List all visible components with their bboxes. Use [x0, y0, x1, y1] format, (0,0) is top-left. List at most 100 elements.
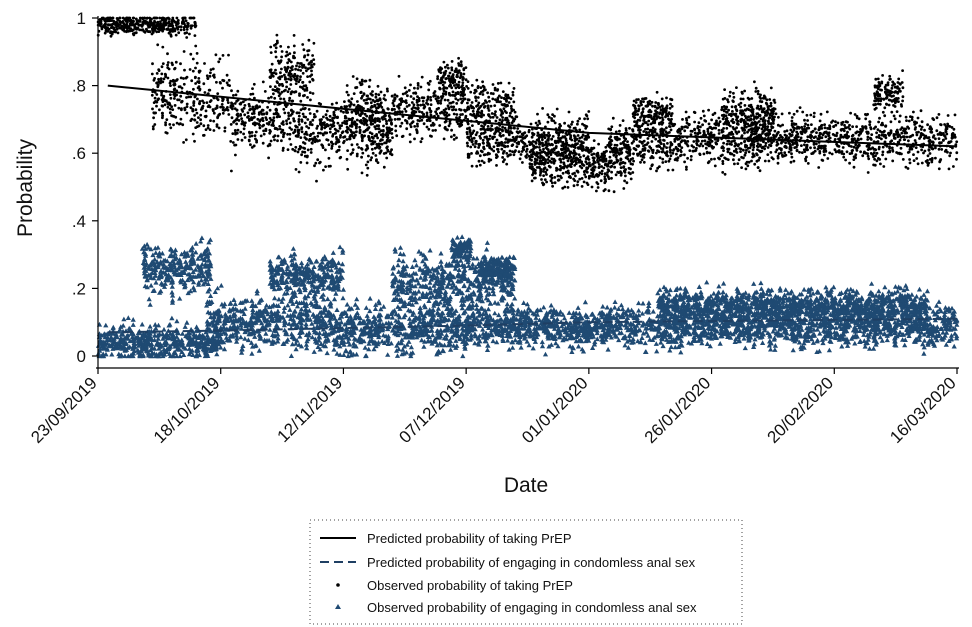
- prep-observed-point: [383, 117, 387, 121]
- prep-observed-point: [169, 126, 173, 130]
- prep-observed-point: [135, 26, 139, 30]
- prep-observed-point: [512, 153, 516, 157]
- prep-observed-point: [345, 111, 348, 114]
- prep-observed-point: [405, 127, 409, 131]
- prep-observed-point: [564, 141, 568, 145]
- prep-observed-point: [733, 139, 736, 143]
- prep-observed-point: [103, 18, 106, 22]
- prep-observed-point: [769, 151, 773, 154]
- prep-observed-point: [297, 129, 301, 132]
- prep-observed-point: [447, 74, 450, 78]
- prep-observed-point: [443, 98, 447, 102]
- prep-observed-point: [506, 118, 509, 122]
- prep-observed-point: [858, 130, 861, 134]
- prep-observed-point: [243, 124, 247, 127]
- prep-observed-point: [376, 102, 379, 106]
- prep-observed-point: [488, 137, 491, 141]
- prep-observed-point: [534, 121, 538, 125]
- prep-observed-point: [482, 102, 486, 105]
- prep-observed-point: [360, 171, 364, 175]
- prep-observed-point: [450, 86, 454, 90]
- prep-observed-point: [306, 67, 310, 70]
- prep-observed-point: [699, 116, 703, 120]
- prep-observed-point: [542, 174, 545, 178]
- prep-observed-point: [103, 24, 107, 28]
- prep-observed-point: [283, 73, 286, 77]
- prep-observed-point: [206, 124, 210, 127]
- prep-observed-point: [258, 105, 261, 109]
- prep-observed-point: [875, 151, 879, 155]
- prep-observed-point: [760, 110, 764, 114]
- prep-observed-point: [342, 135, 345, 139]
- prep-observed-point: [434, 128, 437, 132]
- prep-observed-point: [379, 90, 383, 94]
- prep-observed-point: [359, 90, 363, 94]
- prep-observed-point: [485, 144, 489, 147]
- prep-observed-point: [306, 75, 309, 78]
- prep-observed-point: [199, 113, 203, 117]
- prep-observed-point: [450, 66, 454, 70]
- prep-observed-point: [926, 123, 929, 127]
- prep-observed-point: [726, 139, 730, 143]
- prep-observed-point: [350, 130, 353, 134]
- prep-observed-point: [521, 161, 524, 164]
- prep-observed-point: [465, 132, 469, 136]
- prep-observed-point: [676, 138, 679, 141]
- prep-observed-point: [351, 151, 354, 155]
- prep-observed-point: [118, 16, 121, 20]
- prep-observed-point: [230, 89, 233, 93]
- prep-observed-point: [725, 117, 729, 120]
- prep-observed-point: [209, 68, 213, 71]
- prep-observed-point: [160, 93, 164, 97]
- prep-observed-point: [364, 118, 367, 121]
- prep-observed-point: [739, 111, 743, 115]
- prep-observed-point: [156, 43, 160, 47]
- prep-observed-point: [195, 52, 199, 55]
- prep-observed-point: [236, 138, 240, 141]
- prep-observed-point: [918, 124, 922, 128]
- prep-observed-point: [179, 117, 183, 121]
- prep-observed-point: [628, 153, 631, 157]
- prep-observed-point: [376, 84, 380, 88]
- prep-observed-point: [458, 124, 461, 128]
- prep-observed-point: [377, 93, 381, 97]
- prep-observed-point: [861, 154, 865, 158]
- prep-observed-point: [345, 125, 349, 129]
- prep-observed-point: [269, 70, 273, 74]
- prep-observed-point: [416, 84, 420, 87]
- prep-observed-point: [466, 156, 470, 159]
- prep-observed-point: [616, 170, 620, 174]
- prep-observed-point: [737, 103, 741, 106]
- prep-observed-point: [654, 137, 658, 141]
- prep-observed-point: [229, 140, 233, 143]
- prep-observed-point: [319, 122, 322, 125]
- prep-observed-point: [180, 100, 183, 104]
- prep-observed-point: [127, 18, 130, 22]
- prep-observed-point: [602, 159, 606, 163]
- prep-observed-point: [453, 70, 457, 73]
- prep-observed-point: [109, 19, 113, 22]
- prep-observed-point: [606, 175, 610, 179]
- prep-observed-point: [904, 165, 908, 169]
- prep-observed-point: [405, 120, 409, 123]
- prep-observed-point: [804, 122, 807, 126]
- prep-observed-point: [760, 100, 764, 104]
- prep-observed-point: [669, 143, 673, 147]
- prep-observed-point: [476, 85, 480, 88]
- prep-observed-point: [955, 157, 958, 161]
- prep-observed-point: [450, 60, 454, 63]
- prep-observed-point: [367, 85, 371, 89]
- prep-observed-point: [756, 92, 760, 96]
- prep-observed-point: [162, 94, 166, 98]
- prep-observed-point: [504, 128, 508, 132]
- prep-observed-point: [455, 113, 459, 116]
- prep-observed-point: [157, 30, 161, 33]
- prep-observed-point: [574, 174, 577, 178]
- prep-observed-point: [665, 126, 668, 130]
- prep-observed-point: [203, 91, 207, 94]
- prep-observed-point: [848, 152, 852, 156]
- prep-observed-point: [425, 125, 429, 129]
- prep-observed-point: [127, 26, 131, 30]
- prep-observed-point: [307, 126, 311, 130]
- prep-observed-point: [231, 102, 235, 106]
